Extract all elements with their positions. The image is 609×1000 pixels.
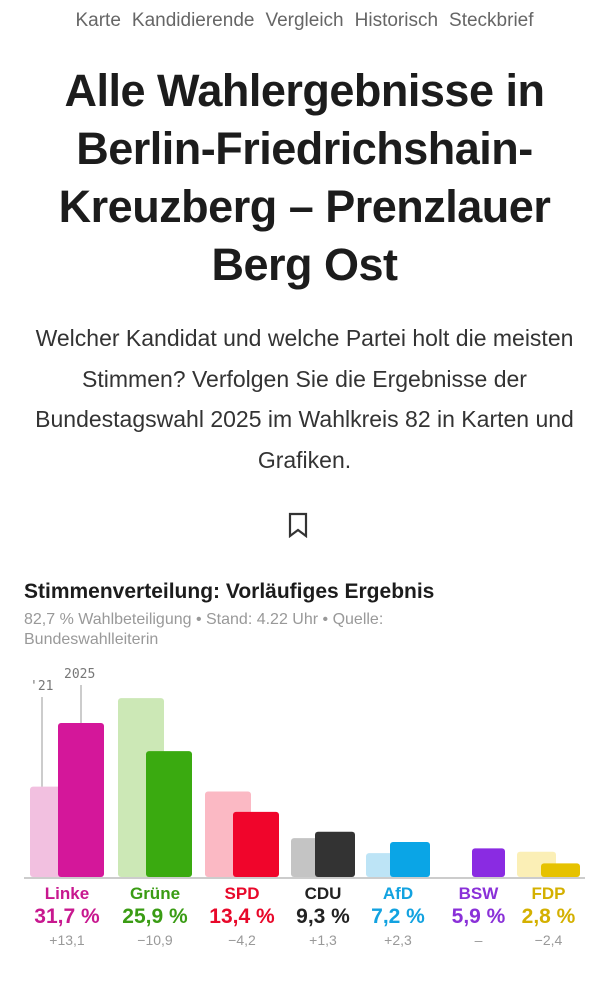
bookmark-icon[interactable] [287, 512, 309, 538]
value-label: 25,9 % [122, 905, 188, 928]
diff-label: −4,2 [228, 932, 256, 948]
nav-kandidierende[interactable]: Kandidierende [131, 10, 255, 31]
nav-steckbrief[interactable]: Steckbrief [449, 10, 534, 31]
chart-meta: 82,7 % Wahlbeteiligung • Stand: 4.22 Uhr… [24, 611, 384, 648]
party-label: Grüne [129, 884, 181, 903]
party-label: Linke [44, 884, 90, 903]
party-label: AfD [382, 884, 414, 903]
bar-2025-FDP [541, 863, 580, 877]
party-label: BSW [458, 884, 499, 903]
bar-chart: '21 2025 Linke 31,7 % +13,1 Grüne 25,9 % −10,9 S… [0, 660, 609, 960]
legend-2025: 2025 [64, 667, 96, 682]
section-nav: Karte Kandidierende Vergleich Historisch… [0, 10, 609, 32]
diff-label: −10,9 [137, 932, 173, 948]
diff-label: +1,3 [309, 932, 337, 948]
legend-2021: '21 [30, 679, 54, 694]
nav-vergleich[interactable]: Vergleich [265, 10, 344, 31]
diff-label: −2,4 [534, 932, 563, 948]
bar-2025-Grüne [146, 751, 192, 877]
chart-title: Stimmenverteilung: Vorläufiges Ergebnis [24, 580, 435, 603]
value-label: 13,4 % [209, 905, 275, 928]
diff-label: +2,3 [384, 932, 412, 948]
party-label: CDU [304, 884, 342, 903]
value-label: 9,3 % [296, 905, 350, 928]
party-label: FDP [531, 884, 566, 903]
diff-label: – [474, 932, 483, 948]
nav-karte[interactable]: Karte [75, 10, 121, 31]
value-label: 31,7 % [34, 905, 100, 928]
value-label: 2,8 % [521, 905, 576, 928]
bar-2025-SPD [233, 811, 279, 877]
bar-2025-AfD [390, 842, 430, 877]
page-title: Alle Wahlergebnisse in Berlin-Friedrichs… [58, 65, 551, 290]
bar-2025-CDU [315, 831, 355, 877]
diff-label: +13,1 [49, 932, 85, 948]
value-label: 7,2 % [371, 905, 425, 928]
party-label: SPD [224, 884, 260, 903]
bar-2025-Linke [58, 722, 104, 877]
bar-2025-BSW [472, 848, 505, 877]
nav-historisch[interactable]: Historisch [354, 10, 439, 31]
value-label: 5,9 % [451, 905, 506, 928]
lead-text: Welcher Kandidat und welche Partei holt … [35, 325, 574, 473]
